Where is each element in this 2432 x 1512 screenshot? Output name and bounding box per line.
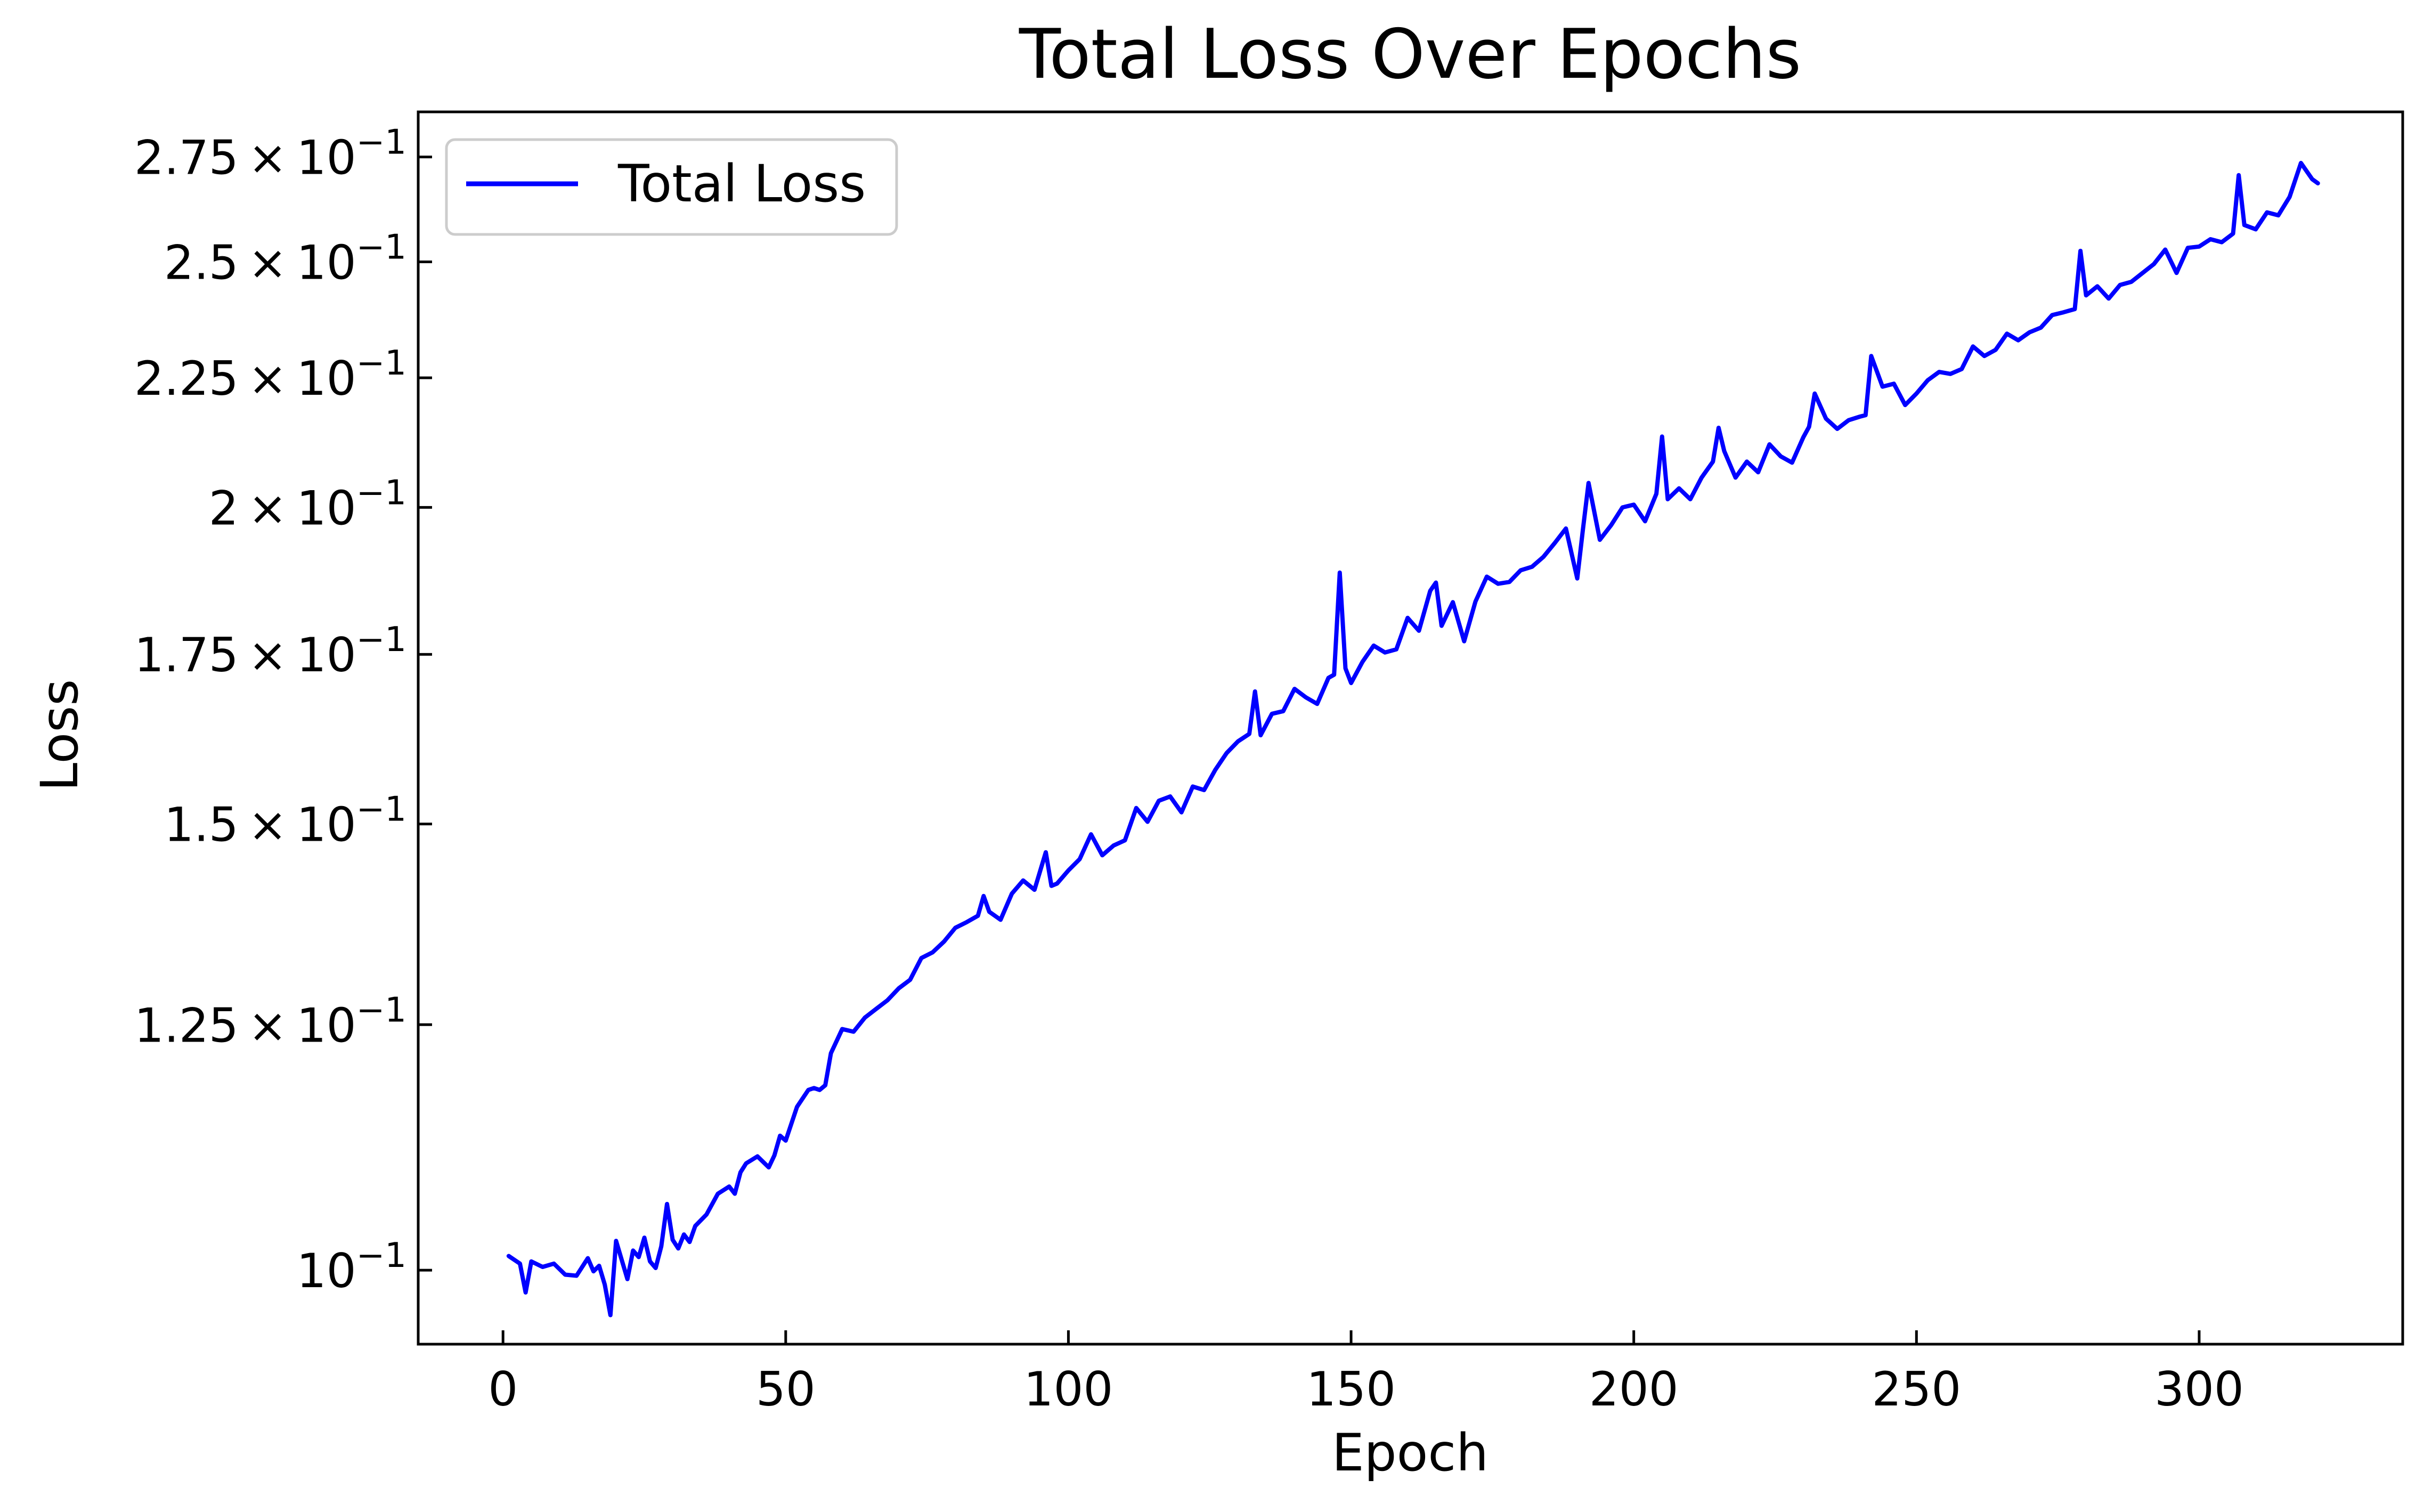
x-axis-ticks: 0 50 100 150 200 250 300 [488, 1330, 2244, 1417]
y-tick-label: 10−1 [297, 1236, 406, 1298]
y-tick-label: 2.75 × 10−1 [134, 123, 406, 185]
legend-label-total-loss: Total Loss [617, 154, 866, 214]
x-tick-label: 50 [756, 1362, 816, 1417]
y-axis-label: Loss [30, 679, 90, 792]
series-line-0 [506, 160, 2320, 1318]
legend-box [445, 138, 898, 236]
x-axis-label: Epoch [1332, 1423, 1489, 1483]
y-tick-label: 1.5 × 10−1 [164, 790, 406, 852]
plot-frame [417, 110, 2404, 1346]
x-tick-label: 300 [2154, 1362, 2244, 1417]
y-tick-label: 2 × 10−1 [209, 473, 406, 535]
x-tick-label: 200 [1589, 1362, 1679, 1417]
plot-area [417, 110, 2404, 1346]
y-tick-label: 2.5 × 10−1 [164, 227, 406, 290]
series-layer [506, 160, 2320, 1318]
chart-title: Total Loss Over Epochs [1019, 15, 1801, 94]
x-tick-label: 250 [1872, 1362, 1961, 1417]
y-tick-label: 1.25 × 10−1 [134, 990, 406, 1053]
legend: Total Loss [445, 138, 898, 236]
y-axis-ticks: 10−1 1.25 × 10−1 1.5 × 10−1 1.75 × 10−1 2 × … [134, 123, 432, 1298]
x-tick-label: 0 [488, 1362, 518, 1417]
y-tick-label: 2.25 × 10−1 [134, 344, 406, 406]
y-tick-label: 1.75 × 10−1 [134, 620, 406, 682]
x-tick-label: 150 [1306, 1362, 1396, 1417]
x-tick-label: 100 [1023, 1362, 1113, 1417]
